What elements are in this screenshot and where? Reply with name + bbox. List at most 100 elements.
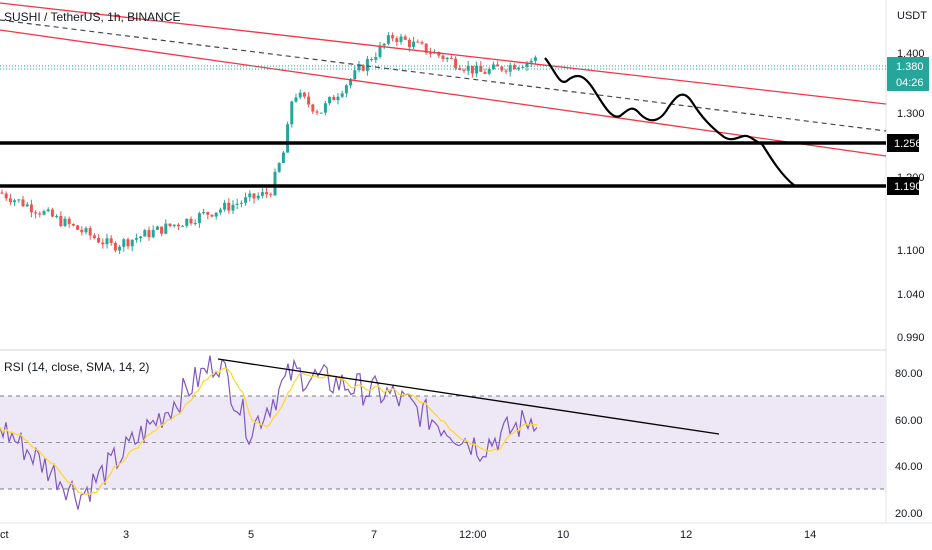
rsi-line (0, 355, 538, 510)
level-value-1256: 1.256 (894, 138, 922, 150)
candle-body (349, 79, 353, 86)
candle-body (63, 218, 67, 226)
channel-upper-line[interactable] (0, 2, 887, 105)
candle-body (13, 200, 17, 203)
candle-body (302, 92, 306, 97)
candle-body (281, 152, 285, 164)
candle-body (197, 213, 201, 224)
candle-body (84, 228, 88, 233)
projected-path[interactable] (544, 57, 796, 187)
candle-body (50, 209, 54, 217)
candle-body (210, 214, 214, 217)
candle-body (361, 65, 365, 71)
candle-body (437, 52, 441, 56)
candle-body (172, 224, 176, 227)
candle-body (46, 209, 50, 212)
candle-body (143, 230, 147, 237)
candle-body (449, 57, 453, 59)
candle-body (151, 229, 155, 238)
rsi-tick-60: 60.00 (895, 415, 923, 427)
time-tick-14: 14 (804, 529, 816, 541)
candle-body (218, 209, 222, 213)
candle-body (399, 36, 403, 42)
candle-body (59, 215, 63, 226)
candle-body (164, 223, 168, 234)
candle-body (109, 238, 113, 243)
candle-body (420, 42, 424, 44)
candle-body (483, 71, 487, 74)
candle-body (97, 238, 101, 243)
candle-body (176, 224, 180, 227)
candle-body (294, 97, 298, 102)
candle-body (29, 204, 33, 213)
candle-body (147, 230, 151, 238)
candle-body (332, 96, 336, 101)
candle-body (227, 202, 231, 211)
currency-label: USDT (897, 10, 927, 22)
candle-body (88, 228, 92, 236)
time-tick-10: 10 (557, 529, 569, 541)
candle-body (370, 59, 374, 61)
channel-lower-line[interactable] (0, 29, 887, 157)
time-tick-5: 5 (248, 529, 254, 541)
candle-body (168, 223, 172, 227)
candle-body (491, 64, 495, 70)
candle-body (189, 218, 193, 224)
price-tick-0990: 0.990 (897, 332, 925, 344)
candle-body (126, 239, 130, 247)
candle-body (206, 212, 210, 215)
candle-body (336, 96, 340, 101)
candle-body (223, 202, 227, 210)
time-tick-1200: 12:00 (459, 529, 487, 541)
candle-body (403, 36, 407, 40)
candle-body (80, 229, 84, 233)
candle-body (239, 202, 243, 204)
candle-body (181, 225, 185, 227)
channel-midline[interactable] (0, 19, 887, 132)
candle-body (76, 225, 80, 230)
candle-body (38, 213, 42, 215)
candle-body (21, 199, 25, 207)
rsi-tick-20: 20.00 (895, 508, 923, 520)
candle-body (34, 212, 38, 214)
candle-body (407, 39, 411, 47)
candle-body (252, 193, 256, 199)
level-label-1190: 1.190 (887, 177, 922, 195)
candle-body (273, 171, 277, 196)
candle-body (445, 57, 449, 60)
rsi-trendline[interactable] (217, 358, 720, 435)
candle-body (412, 41, 416, 47)
time-tick-7: 7 (371, 529, 377, 541)
level-label-1256: 1.256 (887, 134, 922, 152)
last-price-value: 1.380 (896, 61, 924, 73)
candle-body (315, 111, 319, 113)
price-tick-1300: 1.300 (897, 108, 925, 120)
candle-body (319, 112, 323, 114)
candle-body (92, 235, 96, 239)
candle-body (416, 41, 420, 43)
last-price-label: 1.380 04:26 (887, 57, 929, 91)
candle-body (487, 69, 491, 74)
symbol-title: SUSHI / TetherUS, 1h, BINANCE (4, 10, 181, 24)
candle-body (290, 101, 294, 125)
candle-body (55, 215, 59, 217)
rsi-title: RSI (14, close, SMA, 14, 2) (4, 360, 149, 374)
candle-body (269, 194, 273, 196)
candle-body (193, 223, 197, 225)
candle-body (428, 52, 432, 54)
candle-body (386, 35, 390, 44)
rsi-tick-40: 40.00 (895, 461, 923, 473)
candle-body (42, 211, 46, 215)
candle-body (323, 103, 327, 113)
candle-body (265, 192, 269, 195)
candle-body (260, 192, 264, 196)
candle-body (529, 60, 533, 63)
candle-body (118, 246, 122, 251)
candle-body (466, 65, 470, 71)
candle-body (391, 35, 395, 39)
candle-body (521, 66, 525, 68)
candle-body (512, 65, 516, 70)
candle-body (248, 193, 252, 198)
candle-body (298, 92, 302, 98)
